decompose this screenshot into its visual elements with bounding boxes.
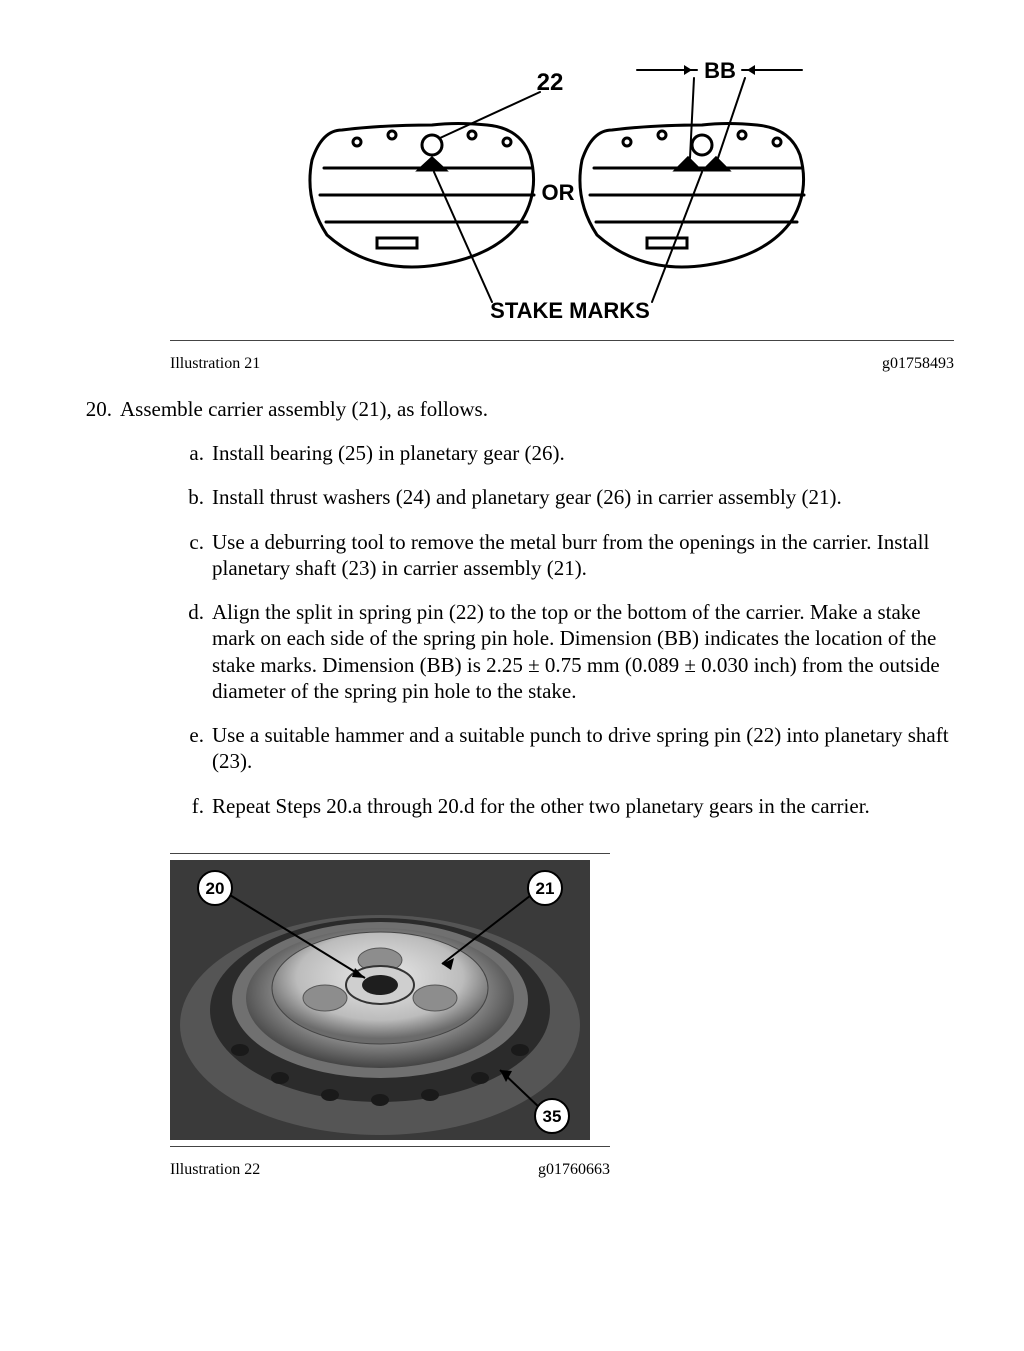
step-20-f-letter: f. xyxy=(180,793,204,819)
step-list: 20. Assemble carrier assembly (21), as f… xyxy=(70,397,954,837)
figure-1-caption: Illustration 21 g01758493 xyxy=(170,341,954,381)
step-20: 20. Assemble carrier assembly (21), as f… xyxy=(70,397,954,837)
step-20-sublist: a. Install bearing (25) in planetary gea… xyxy=(180,440,954,819)
step-20-text: Assemble carrier assembly (21), as follo… xyxy=(120,397,488,421)
callout-21-text: 21 xyxy=(536,879,555,898)
figure-1-diagram-wrap: OR 22 BB STAKE MARKS xyxy=(170,40,954,340)
stake-marks-diagram: OR 22 BB STAKE MARKS xyxy=(282,50,842,330)
figure-1-illustration-label: Illustration 21 xyxy=(170,355,260,373)
step-20-b-text: Install thrust washers (24) and planetar… xyxy=(212,484,954,510)
step-20-f: f. Repeat Steps 20.a through 20.d for th… xyxy=(180,793,954,819)
figure-1-block: OR 22 BB STAKE MARKS xyxy=(170,40,954,381)
callout-20-text: 20 xyxy=(206,879,225,898)
figure-2-caption: Illustration 22 g01760663 xyxy=(170,1147,610,1187)
step-20-c-letter: c. xyxy=(180,529,204,582)
step-20-d: d. Align the split in spring pin (22) to… xyxy=(180,599,954,704)
figure-1-image-id: g01758493 xyxy=(882,355,954,373)
figure-2-block: 20 21 35 Illustration 22 g01760663 xyxy=(170,853,610,1187)
step-20-f-text: Repeat Steps 20.a through 20.d for the o… xyxy=(212,793,954,819)
step-20-d-text: Align the split in spring pin (22) to th… xyxy=(212,599,954,704)
step-20-e-letter: e. xyxy=(180,722,204,775)
step-20-b-letter: b. xyxy=(180,484,204,510)
or-label: OR xyxy=(542,180,575,205)
carrier-assembly-photo: 20 21 35 xyxy=(170,860,590,1140)
callout-35-text: 35 xyxy=(543,1107,562,1126)
right-carrier-outline xyxy=(580,124,804,268)
step-20-number: 20. xyxy=(70,397,112,837)
step-20-e: e. Use a suitable hammer and a suitable … xyxy=(180,722,954,775)
bb-label: BB xyxy=(704,58,736,83)
figure-2-illustration-label: Illustration 22 xyxy=(170,1161,260,1179)
step-20-a: a. Install bearing (25) in planetary gea… xyxy=(180,440,954,466)
figure-2-image-id: g01760663 xyxy=(538,1161,610,1179)
stake-marks-label: STAKE MARKS xyxy=(490,298,650,323)
step-20-b: b. Install thrust washers (24) and plane… xyxy=(180,484,954,510)
step-20-d-letter: d. xyxy=(180,599,204,704)
step-20-e-text: Use a suitable hammer and a suitable pun… xyxy=(212,722,954,775)
left-carrier-outline xyxy=(310,124,534,268)
figure-2-photo-wrap: 20 21 35 xyxy=(170,854,610,1146)
step-20-c-text: Use a deburring tool to remove the metal… xyxy=(212,529,954,582)
step-20-a-text: Install bearing (25) in planetary gear (… xyxy=(212,440,954,466)
step-20-a-letter: a. xyxy=(180,440,204,466)
bb-dimension: BB xyxy=(637,58,802,158)
step-20-c: c. Use a deburring tool to remove the me… xyxy=(180,529,954,582)
